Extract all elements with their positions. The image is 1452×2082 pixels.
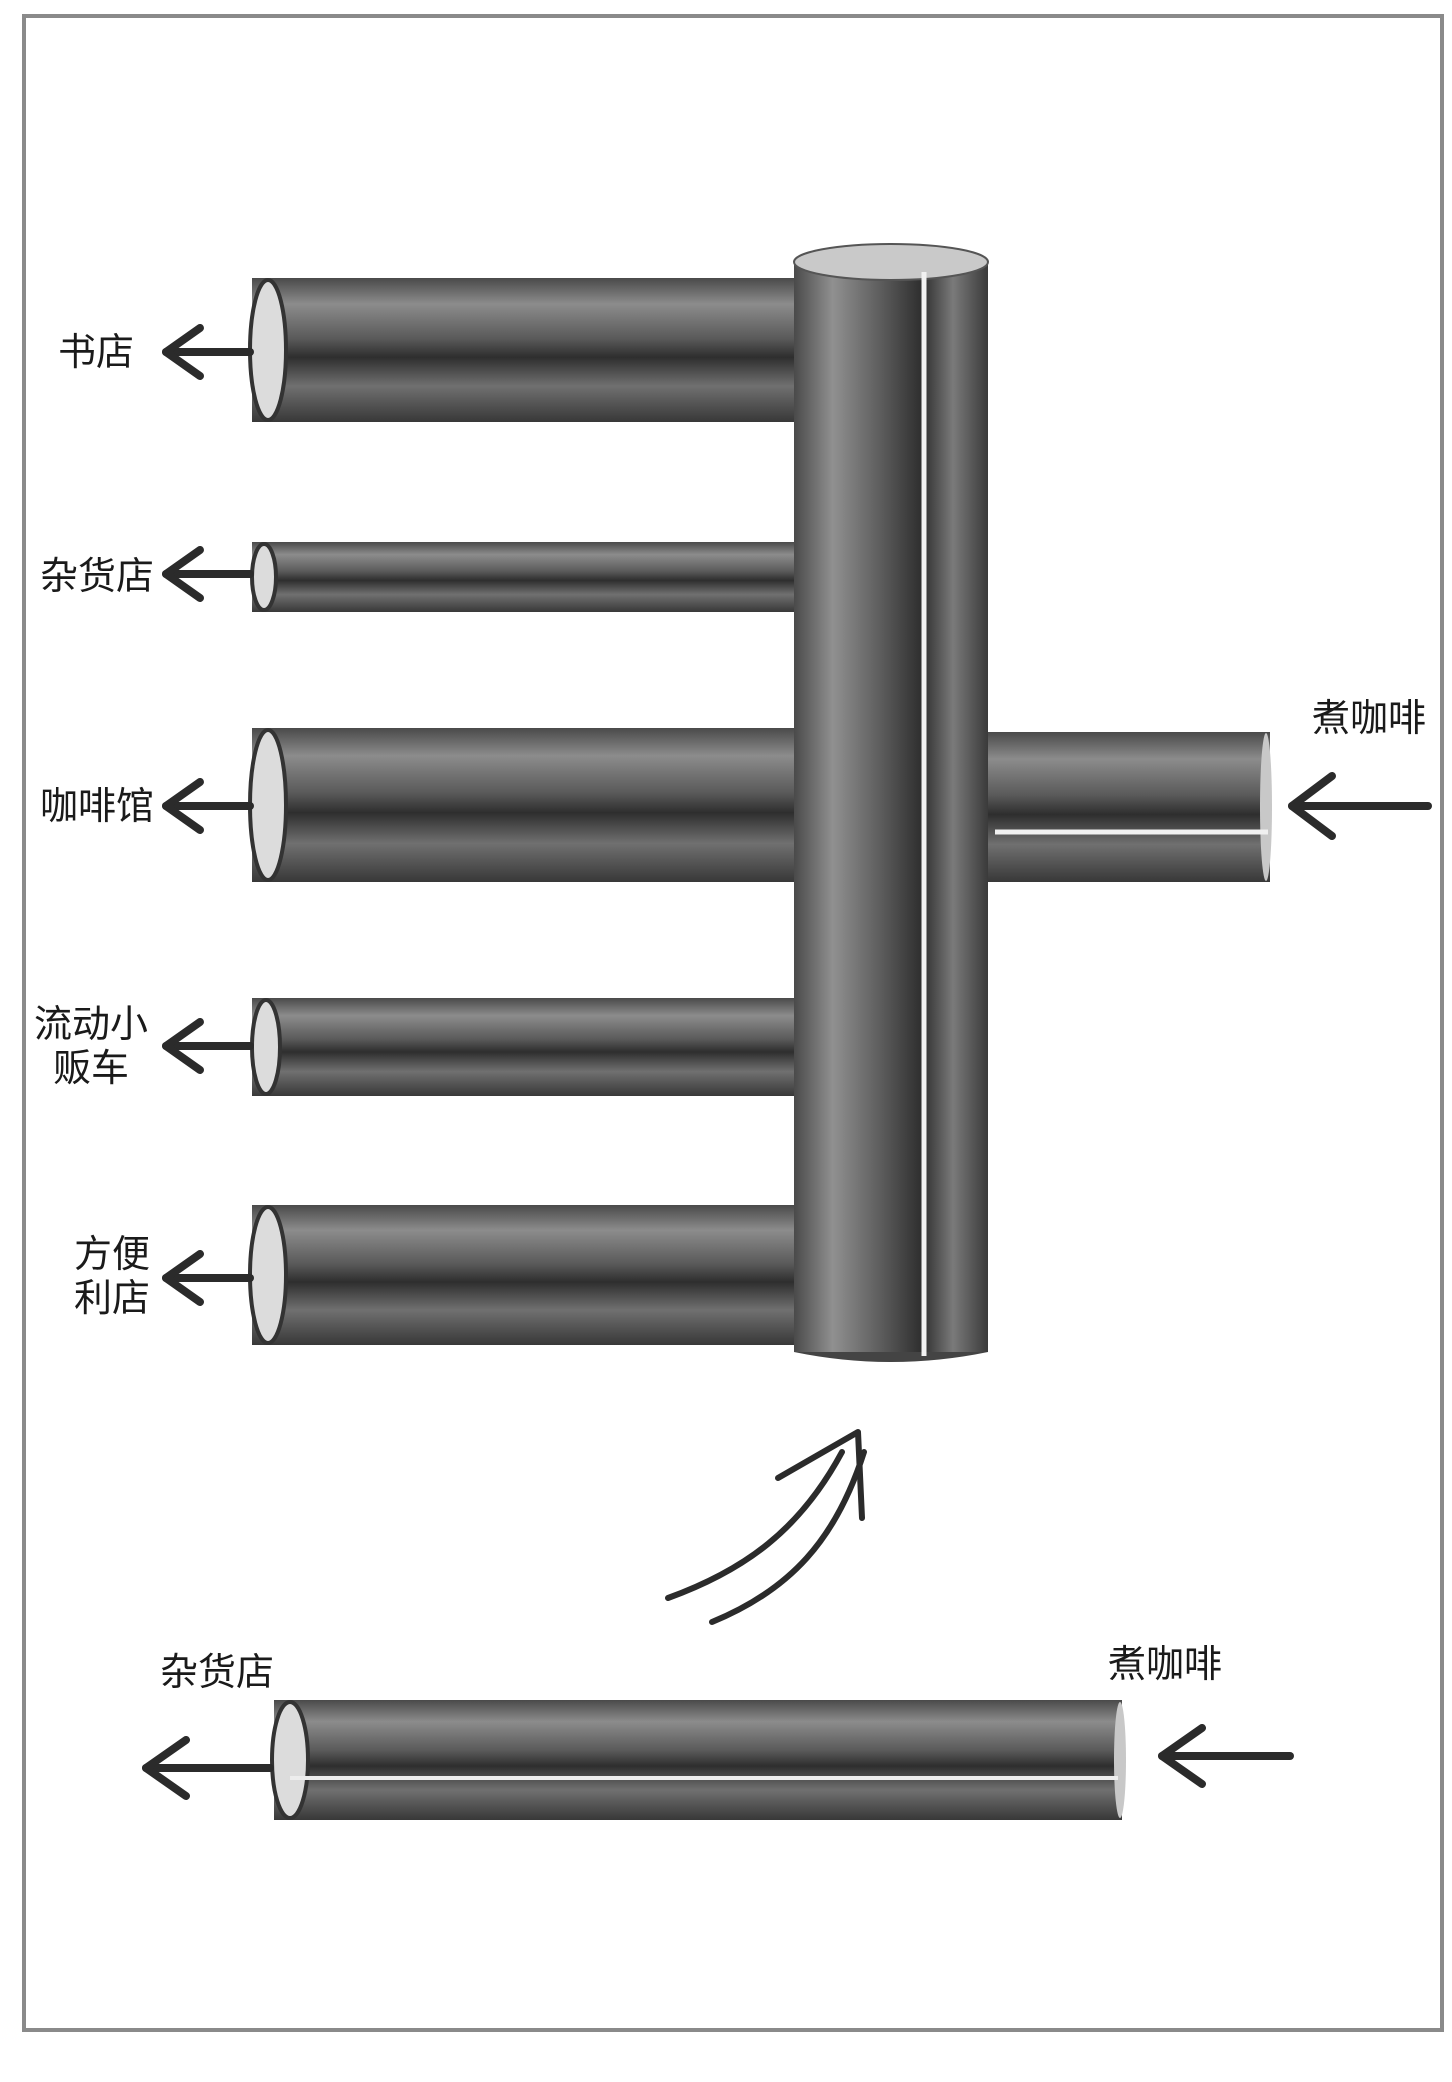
label-input-top: 煮咖啡	[1312, 696, 1427, 740]
branch-pipe-grocery	[250, 542, 822, 612]
label-bottom-output: 杂货店	[160, 1650, 275, 1694]
branch-pipe-convenience	[248, 1205, 822, 1345]
bottom-pipe	[270, 1700, 1126, 1820]
label-bookstore: 书店	[57, 330, 134, 374]
arrow-to-mobile-cart	[162, 1018, 254, 1074]
output-arrows	[162, 324, 1432, 1306]
label-mobile-cart: 流动小 贩车	[33, 1002, 148, 1090]
branch-pipe-bookstore	[248, 278, 822, 422]
branch-pipe-mobile-cart	[250, 998, 822, 1096]
arrow-bottom-input	[1158, 1724, 1294, 1788]
arrow-bottom-output	[142, 1736, 274, 1800]
label-bottom-input: 煮咖啡	[1108, 1642, 1223, 1686]
arrow-to-bookstore	[162, 324, 254, 380]
input-pipe-right	[980, 732, 1272, 882]
label-convenience-store: 方便 利店	[73, 1232, 150, 1320]
manifold-pipe	[793, 243, 989, 1362]
figure-frame	[22, 14, 1444, 2032]
bottom-arrows	[142, 1724, 1294, 1800]
label-cafe: 咖啡馆	[39, 784, 154, 828]
transform-arrow	[665, 1429, 867, 1625]
label-grocery: 杂货店	[39, 554, 154, 598]
arrow-input-right	[1288, 772, 1432, 840]
branch-pipe-cafe	[248, 728, 822, 882]
arrow-to-grocery	[162, 546, 254, 602]
arrow-to-convenience	[162, 1250, 254, 1306]
arrow-to-cafe	[162, 778, 254, 834]
